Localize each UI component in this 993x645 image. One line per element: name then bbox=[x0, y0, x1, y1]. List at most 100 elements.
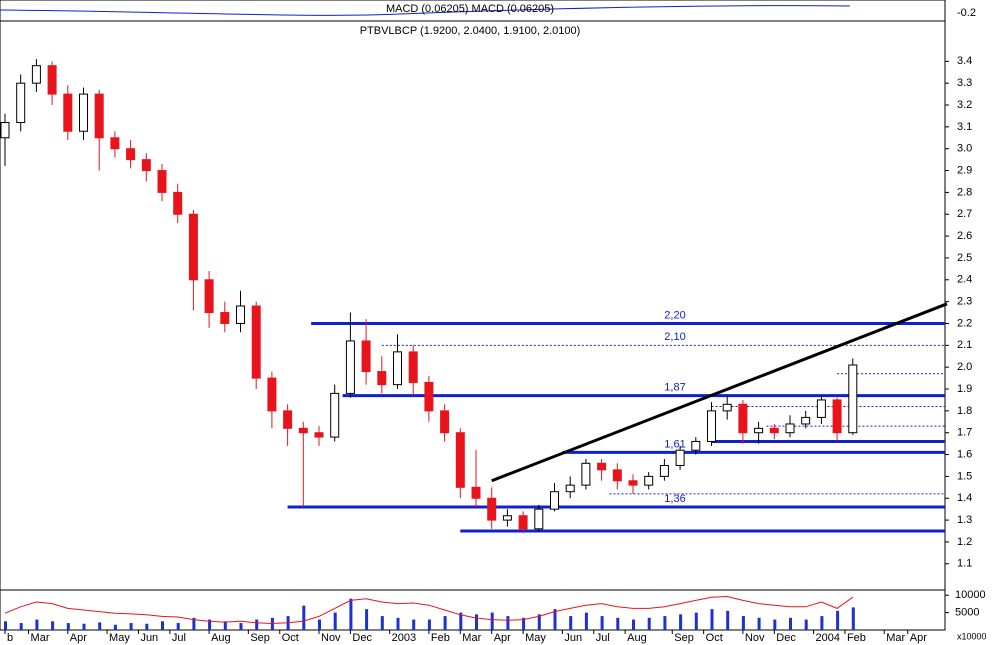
volume-bar bbox=[679, 614, 683, 630]
candle-body bbox=[94, 93, 104, 139]
volume-bar bbox=[427, 619, 431, 630]
x-tick-label: Sep bbox=[250, 632, 270, 644]
candle-body bbox=[63, 93, 73, 132]
volume-bar bbox=[600, 616, 604, 630]
candle-body bbox=[597, 462, 607, 471]
volume-bar bbox=[726, 610, 730, 630]
chart-title: PTBVLBCP (1.9200, 2.0400, 1.9100, 2.0100… bbox=[360, 25, 581, 37]
y-tick-label: 1.5 bbox=[957, 470, 972, 482]
y-tick-label: 2.1 bbox=[957, 339, 972, 351]
candle-body bbox=[502, 515, 512, 521]
y-tick-label: 3.4 bbox=[957, 55, 972, 67]
candle-body bbox=[408, 351, 418, 383]
x-tick-label: Jul bbox=[172, 632, 186, 644]
candle-body bbox=[801, 416, 811, 425]
candle-body bbox=[691, 440, 701, 451]
candle-body bbox=[298, 427, 308, 434]
y-tick-label: 1.8 bbox=[957, 405, 972, 417]
trendline bbox=[491, 302, 948, 483]
candle-body bbox=[487, 497, 497, 521]
volume-bar bbox=[19, 623, 23, 630]
volume-bar bbox=[239, 623, 243, 630]
y-tick-label: 3.3 bbox=[957, 77, 972, 89]
volume-bar bbox=[380, 616, 384, 630]
x-tick-label: May bbox=[109, 632, 130, 644]
volume-bar bbox=[537, 614, 541, 630]
candle-body bbox=[581, 462, 591, 486]
candle-body bbox=[47, 65, 57, 95]
volume-bar bbox=[632, 619, 635, 630]
volume-bar bbox=[773, 619, 777, 630]
candle-body bbox=[424, 381, 434, 412]
y-tick-label: 1.7 bbox=[957, 427, 972, 439]
candle-body bbox=[345, 340, 355, 394]
volume-bar bbox=[647, 617, 651, 630]
y-tick-label: 2.5 bbox=[957, 252, 972, 264]
x-tick-label: Feb bbox=[431, 632, 450, 644]
x-tick-label: Jun bbox=[140, 632, 158, 644]
candle-body bbox=[283, 410, 293, 429]
y-tick-label: 2.3 bbox=[957, 296, 972, 308]
candle-body bbox=[267, 377, 277, 412]
volume-bar bbox=[145, 623, 149, 630]
candle-body bbox=[377, 371, 387, 386]
volume-bar bbox=[113, 624, 117, 630]
candle-body bbox=[816, 399, 826, 418]
y-tick-label: 3.2 bbox=[957, 99, 972, 111]
candle-body bbox=[471, 486, 481, 499]
x-tick-label: Jun bbox=[564, 632, 582, 644]
level-label: 2,20 bbox=[664, 309, 685, 321]
frame bbox=[0, 0, 946, 631]
volume-bar bbox=[412, 619, 416, 630]
candle-body bbox=[455, 432, 465, 488]
x-tick-label: Apr bbox=[70, 632, 87, 644]
macd-label: MACD (0.06205) MACD (0.06205) bbox=[386, 3, 554, 15]
volume-bar bbox=[66, 623, 70, 630]
y-tick-label: 2.4 bbox=[957, 274, 972, 286]
y-tick-label: 2.8 bbox=[957, 186, 972, 198]
volume-bar bbox=[82, 623, 86, 630]
volume-bar bbox=[475, 614, 478, 630]
x-tick-label: Nov bbox=[321, 632, 341, 644]
x-tick-label: Nov bbox=[745, 632, 765, 644]
volume-bar bbox=[208, 619, 212, 630]
y-tick-label: 1.1 bbox=[957, 558, 972, 570]
candle-body bbox=[31, 65, 41, 84]
candle-body bbox=[110, 137, 120, 150]
macd-line bbox=[0, 5, 851, 16]
y-tick-label: 1.6 bbox=[957, 448, 972, 460]
x-tick-label: 2003 bbox=[392, 632, 416, 644]
candle-body bbox=[722, 403, 732, 412]
volume-bar bbox=[51, 621, 55, 630]
candle-body bbox=[188, 213, 198, 281]
x-tick-label: Aug bbox=[211, 632, 231, 644]
x-tick-label: Dec bbox=[776, 632, 796, 644]
y-tick-label: 2.2 bbox=[957, 317, 972, 329]
candle-body bbox=[236, 305, 245, 324]
candle-body bbox=[565, 484, 575, 493]
y-tick-label: 2.7 bbox=[957, 208, 972, 220]
oscillator-line bbox=[4, 596, 854, 624]
volume-bar bbox=[820, 616, 824, 630]
x-tick-label: Aug bbox=[627, 632, 647, 644]
x-tick-label: Oct bbox=[282, 632, 299, 644]
volume-bar bbox=[161, 621, 164, 630]
candle-body bbox=[832, 399, 842, 434]
x-tick-label: May bbox=[525, 632, 546, 644]
candle-body bbox=[361, 340, 371, 373]
volume-bar bbox=[522, 617, 526, 630]
candle-body bbox=[0, 121, 10, 139]
x-tick-label: Mar bbox=[31, 632, 50, 644]
volume-bar bbox=[192, 617, 196, 630]
candle-body bbox=[659, 464, 669, 477]
level-label: 1,87 bbox=[664, 381, 685, 393]
volume-bar bbox=[396, 617, 400, 630]
y-tick-label: 2.9 bbox=[957, 164, 972, 176]
volume-bar bbox=[553, 609, 557, 630]
volume-bar bbox=[490, 612, 494, 630]
candle-body bbox=[628, 480, 638, 486]
candle-body bbox=[707, 410, 716, 442]
x-tick-label: Mar bbox=[462, 632, 481, 644]
volume-bar bbox=[333, 612, 337, 630]
